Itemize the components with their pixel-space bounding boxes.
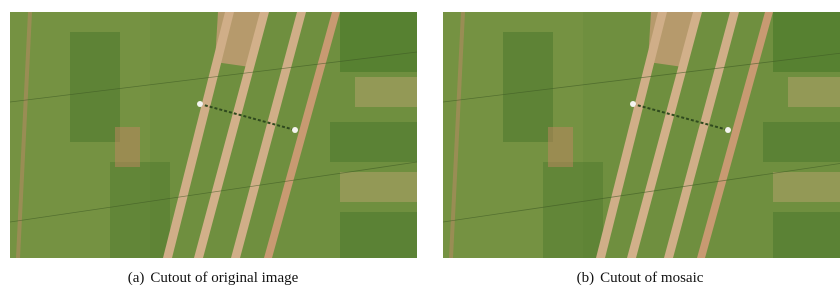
mosaic-image xyxy=(443,12,840,258)
figure: (a) Cutout of original image (b) Cutout of… xyxy=(0,0,840,297)
original-image xyxy=(10,12,417,258)
caption: (b) Cutout of mosaic xyxy=(430,270,840,287)
field-image xyxy=(443,12,840,258)
page: Figure {"figure": {"panels": [ {"label":… xyxy=(0,0,840,297)
caption-text: Cutout of original image xyxy=(150,270,298,286)
field-image xyxy=(10,12,417,258)
caption: (a) Cutout of original image xyxy=(3,270,423,287)
caption-label: (b) xyxy=(577,270,595,286)
caption-label: (a) xyxy=(128,270,145,286)
caption-text: Cutout of mosaic xyxy=(600,270,703,286)
